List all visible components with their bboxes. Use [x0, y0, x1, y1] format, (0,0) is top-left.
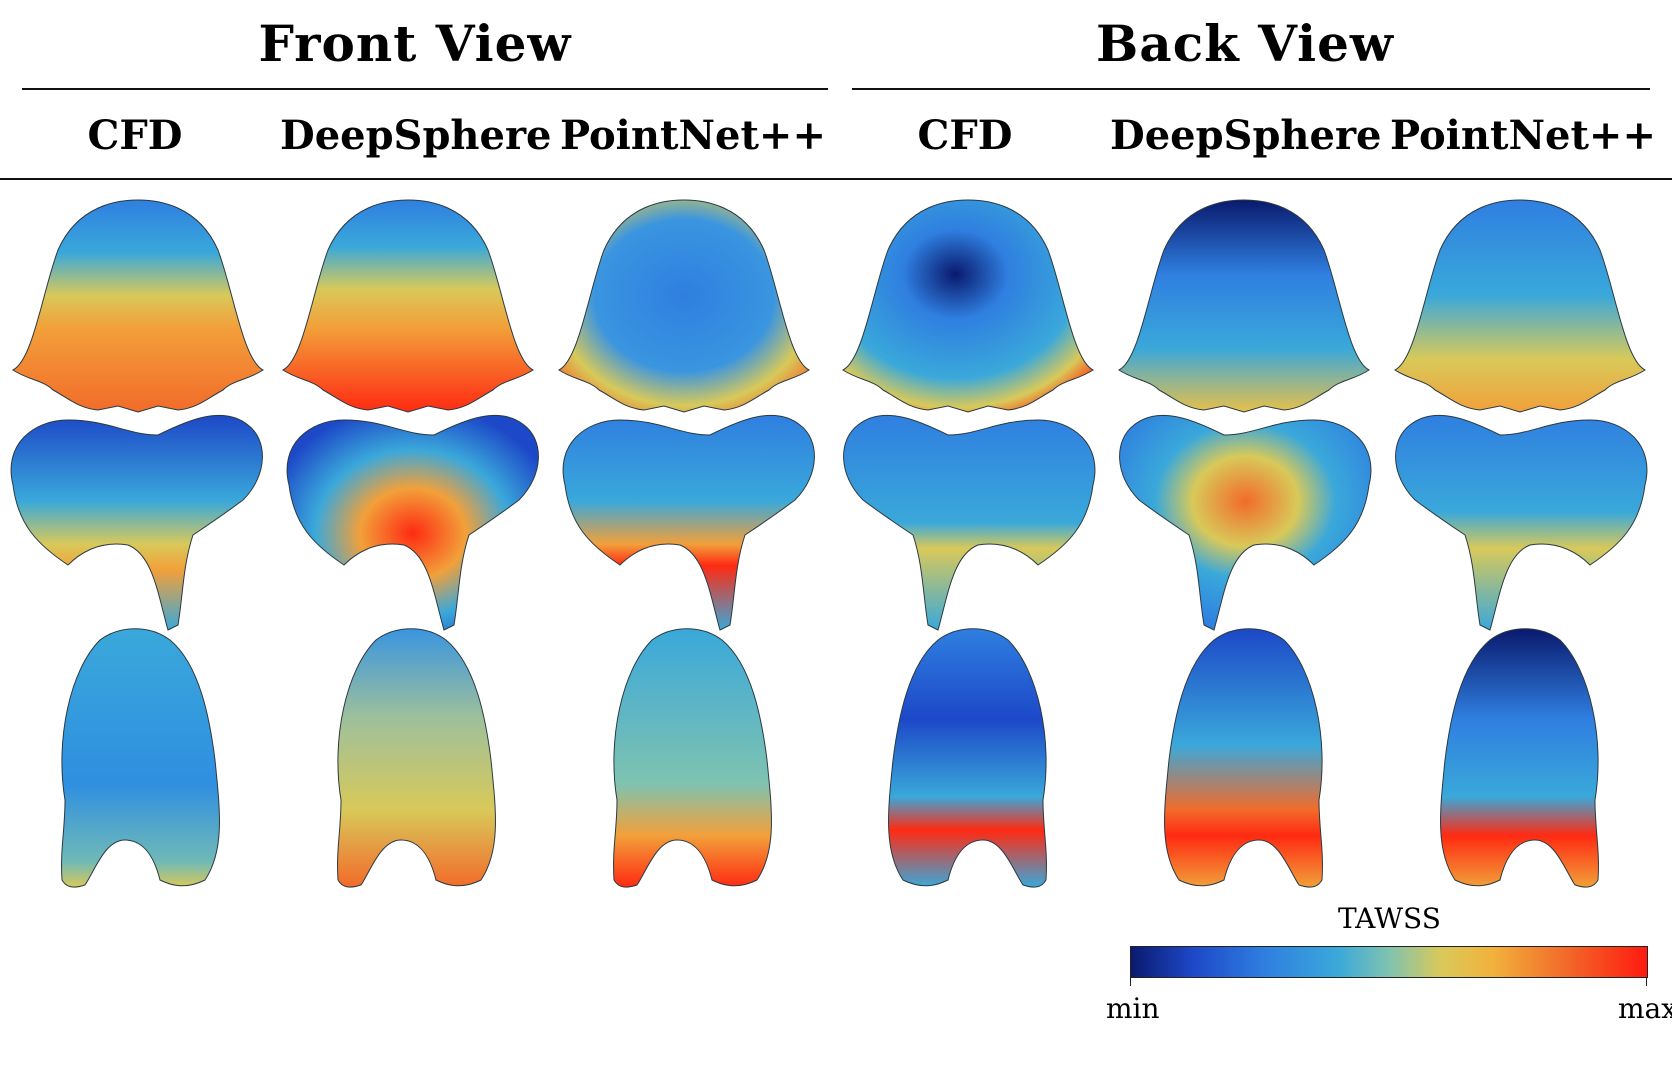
rendering-cap-cfd-front: [12, 199, 264, 413]
rendering-cap-pointnet-back: [1394, 199, 1646, 413]
colorbar-title: TAWSS: [1338, 902, 1441, 935]
colorbar-min-label: min: [1106, 992, 1160, 1025]
column-label-deepsphere-front: DeepSphere: [280, 112, 552, 159]
rendering-saddle-deepsphere-front: [286, 414, 539, 631]
colorbar-max-label: max: [1618, 992, 1672, 1025]
rendering-cap-deepsphere-back: [1118, 199, 1370, 413]
rendering-saddle-pointnet-front: [562, 414, 815, 631]
rendering-dome-deepsphere-front: [337, 628, 496, 888]
rendering-dome-cfd-back: [888, 628, 1047, 888]
rendering-saddle-cfd-back: [843, 414, 1096, 631]
front-view-title: Front View: [258, 14, 572, 73]
colorbar-max-tick: [1646, 978, 1647, 986]
rendering-dome-pointnet-back: [1440, 628, 1599, 888]
surface-renderings-grid: [10, 199, 1648, 888]
rendering-saddle-pointnet-back: [1395, 414, 1648, 631]
colorbar-gradient: [1130, 946, 1648, 978]
rendering-dome-cfd-front: [61, 628, 220, 888]
rendering-cap-deepsphere-front: [282, 199, 534, 413]
rendering-cap-pointnet-front: [558, 199, 810, 413]
back-view-title: Back View: [1096, 14, 1394, 73]
column-label-deepsphere-back: DeepSphere: [1110, 112, 1382, 159]
column-label-pointnet-back: PointNet++: [1390, 112, 1656, 159]
back-view-rule: [852, 88, 1650, 90]
column-label-pointnet-front: PointNet++: [560, 112, 826, 159]
front-view-rule: [22, 88, 828, 90]
rendering-dome-deepsphere-back: [1164, 628, 1323, 888]
header-bottom-rule: [0, 178, 1672, 180]
column-label-cfd-front: CFD: [87, 112, 183, 159]
rendering-dome-pointnet-front: [613, 628, 772, 888]
rendering-cap-cfd-back: [842, 199, 1094, 413]
rendering-saddle-deepsphere-back: [1119, 414, 1372, 631]
colorbar-min-tick: [1130, 978, 1131, 986]
column-label-cfd-back: CFD: [917, 112, 1013, 159]
rendering-saddle-cfd-front: [10, 414, 263, 631]
